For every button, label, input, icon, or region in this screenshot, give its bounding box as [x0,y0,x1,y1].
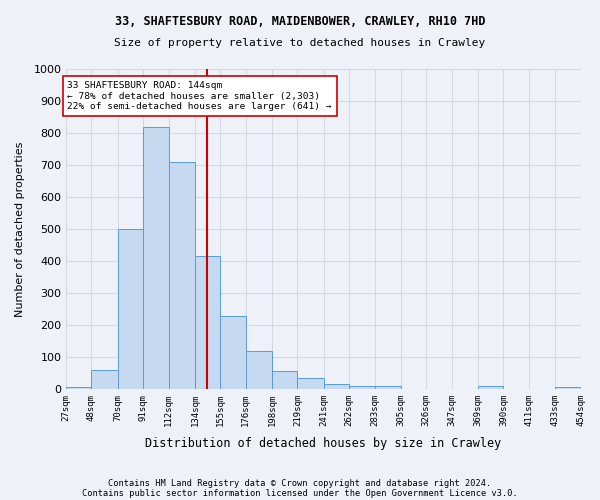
Text: Contains public sector information licensed under the Open Government Licence v3: Contains public sector information licen… [82,488,518,498]
Bar [298,378,324,389]
Bar [195,256,220,389]
Bar [66,386,91,389]
Bar [272,371,298,389]
Bar [349,386,374,389]
Text: 33 SHAFTESBURY ROAD: 144sqm
← 78% of detached houses are smaller (2,303)
22% of : 33 SHAFTESBURY ROAD: 144sqm ← 78% of det… [67,81,332,111]
Bar [169,162,195,389]
Bar [118,229,143,389]
Text: Contains HM Land Registry data © Crown copyright and database right 2024.: Contains HM Land Registry data © Crown c… [109,478,491,488]
Text: 33, SHAFTESBURY ROAD, MAIDENBOWER, CRAWLEY, RH10 7HD: 33, SHAFTESBURY ROAD, MAIDENBOWER, CRAWL… [115,15,485,28]
Bar [143,126,169,389]
Bar [245,352,272,389]
Bar [555,387,581,389]
Bar [478,386,503,389]
Bar [324,384,349,389]
Text: Size of property relative to detached houses in Crawley: Size of property relative to detached ho… [115,38,485,48]
Bar [374,386,401,389]
Bar [220,316,245,389]
X-axis label: Distribution of detached houses by size in Crawley: Distribution of detached houses by size … [145,437,502,450]
Y-axis label: Number of detached properties: Number of detached properties [15,141,25,316]
Bar [91,370,118,389]
